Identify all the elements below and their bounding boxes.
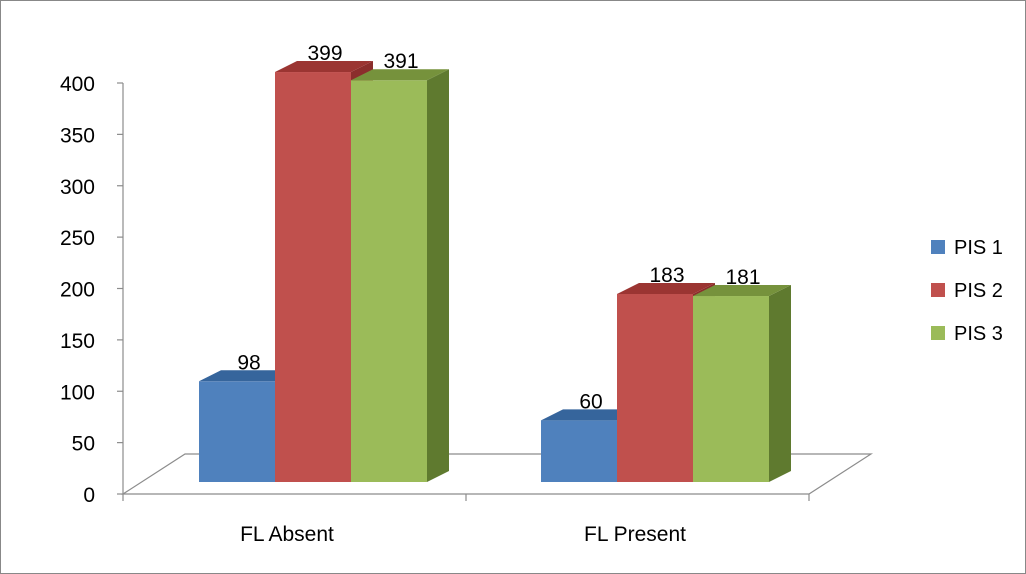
data-label: 60: [579, 390, 602, 413]
data-label: 181: [725, 266, 760, 289]
bar-top: [275, 61, 373, 73]
data-labels: 98 399 391 60 183 181: [237, 42, 760, 413]
bar-front: [275, 72, 351, 482]
chart-floor: [120, 453, 874, 495]
bar-side: [427, 69, 449, 482]
y-tick-label: 150: [60, 330, 95, 353]
y-tick-label: 300: [60, 176, 95, 199]
data-label: 98: [237, 351, 260, 374]
y-tick-label: 100: [60, 381, 95, 404]
y-tick-label: 350: [60, 124, 95, 147]
bar-front: [351, 80, 427, 482]
bar-side: [769, 285, 791, 482]
legend-label: PIS 2: [954, 280, 1003, 302]
data-label: 183: [649, 264, 684, 287]
value-axis: 0 50 100 150 200 250 300 350 400: [60, 73, 124, 507]
legend-swatch: [931, 240, 945, 254]
bar-front: [617, 293, 693, 482]
y-tick-label: 50: [72, 433, 95, 456]
legend-swatch: [931, 326, 945, 340]
legend-item-pis-2: PIS 2: [931, 280, 1003, 302]
legend: PIS 1 PIS 2 PIS 3: [931, 237, 1003, 345]
bars: [199, 61, 791, 483]
bar-pis-3-fl-present: [693, 285, 791, 482]
bar-top: [199, 370, 297, 382]
y-tick-label: 400: [60, 73, 95, 96]
bar-top: [541, 409, 639, 421]
legend-label: PIS 3: [954, 323, 1003, 345]
legend-label: PIS 1: [954, 237, 1003, 259]
data-label: 399: [307, 42, 342, 65]
legend-item-pis-3: PIS 3: [931, 323, 1003, 345]
y-tick-label: 250: [60, 227, 95, 250]
category-axis: FL Absent FL Present: [122, 494, 810, 546]
legend-swatch: [931, 283, 945, 297]
floor-plane: [120, 453, 874, 495]
y-tick-label: 200: [60, 279, 95, 302]
bar-top: [351, 69, 449, 81]
bar-pis-3-fl-absent: [351, 69, 449, 482]
bar-front: [199, 381, 275, 482]
bar-front: [541, 420, 617, 482]
data-label: 391: [383, 50, 418, 73]
x-tick-label: FL Present: [584, 523, 686, 546]
y-tick-label: 0: [83, 484, 95, 507]
bar-top: [617, 282, 715, 294]
x-tick-label: FL Absent: [240, 523, 334, 546]
legend-item-pis-1: PIS 1: [931, 237, 1003, 259]
bar-front: [693, 296, 769, 482]
bar-top: [693, 285, 791, 297]
